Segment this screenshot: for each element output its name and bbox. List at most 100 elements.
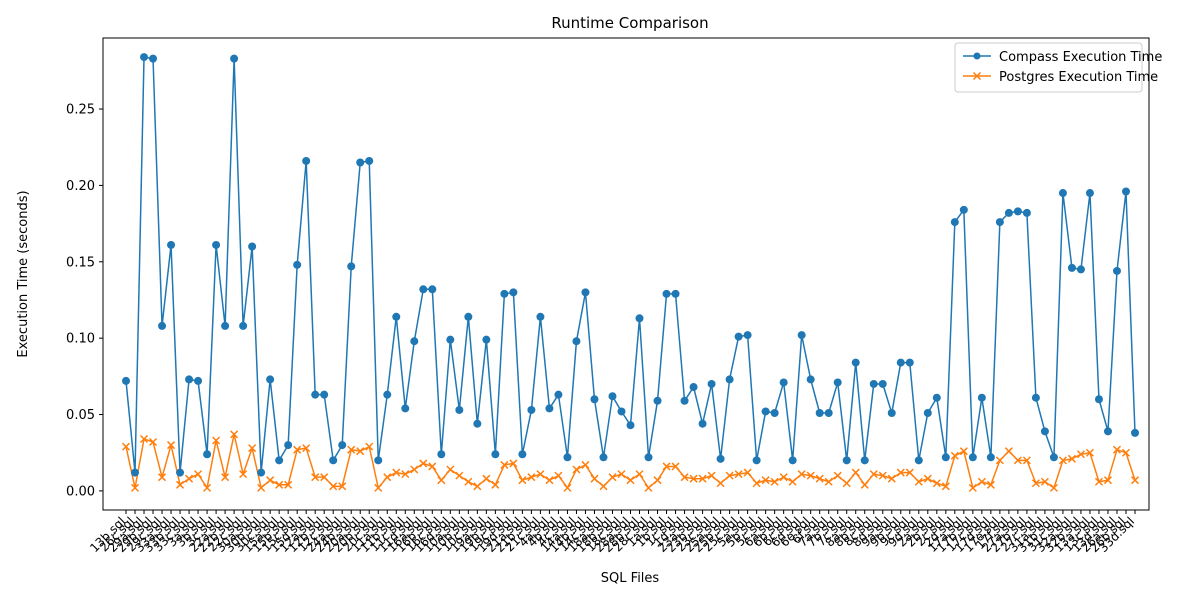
data-point-compass [860, 456, 869, 465]
data-point-postgres [608, 473, 617, 482]
data-point-postgres [887, 474, 896, 483]
data-point-compass [689, 383, 698, 392]
data-point-compass [725, 375, 734, 384]
data-point-postgres [428, 462, 437, 471]
data-point-compass [968, 453, 977, 462]
data-point-compass [356, 158, 365, 167]
data-point-postgres [986, 480, 995, 489]
legend-entry-compass: Compass Execution Time [963, 50, 1162, 65]
data-point-postgres [743, 468, 752, 477]
data-point-compass [320, 390, 329, 399]
data-point-compass [122, 376, 130, 385]
data-point-compass [590, 395, 599, 404]
data-point-compass [698, 419, 707, 428]
data-point-compass [1031, 393, 1040, 402]
data-point-postgres [509, 459, 518, 468]
data-point-compass [599, 453, 608, 462]
data-point-postgres [932, 479, 941, 488]
data-point-postgres [770, 477, 779, 486]
data-point-postgres [275, 480, 284, 489]
y-tick-label: 0.20 [66, 179, 95, 194]
data-point-postgres [698, 474, 707, 483]
data-point-compass [194, 376, 203, 385]
data-point-postgres [1013, 456, 1022, 465]
data-point-compass [239, 321, 248, 330]
data-point-postgres [1022, 456, 1031, 465]
data-point-postgres [121, 442, 131, 451]
data-point-postgres [734, 470, 743, 479]
y-tick-label: 0.25 [66, 103, 95, 118]
data-point-compass [734, 332, 743, 341]
data-point-postgres [491, 480, 500, 489]
data-point-compass [230, 54, 239, 63]
data-point-compass [950, 218, 959, 227]
data-point-compass [212, 240, 221, 249]
data-point-postgres [1103, 476, 1113, 485]
data-point-compass [1058, 189, 1067, 198]
data-point-compass [905, 358, 914, 367]
data-point-compass [770, 409, 779, 418]
data-point-postgres [797, 470, 806, 479]
data-point-postgres [833, 471, 842, 480]
data-point-compass [554, 390, 563, 399]
data-point-compass [779, 378, 788, 387]
data-point-compass [941, 453, 950, 462]
data-point-compass [1094, 395, 1103, 404]
data-point-compass [743, 331, 752, 340]
data-point-postgres [158, 473, 167, 482]
data-point-compass [626, 421, 635, 430]
data-point-postgres [536, 470, 545, 479]
data-point-postgres [653, 476, 662, 485]
chart-title: Runtime Comparison [551, 14, 708, 32]
data-point-compass [644, 453, 653, 462]
data-point-compass [707, 379, 716, 388]
data-point-postgres [995, 456, 1004, 465]
data-point-postgres [635, 470, 644, 479]
data-point-postgres [599, 482, 608, 491]
data-point-postgres [401, 470, 410, 479]
data-point-compass [338, 441, 347, 450]
data-point-postgres [779, 473, 788, 482]
data-point-compass [815, 409, 824, 418]
y-tick-label: 0.00 [66, 484, 95, 499]
data-point-postgres [527, 473, 536, 482]
data-point-compass [266, 375, 275, 384]
data-point-postgres [1067, 454, 1076, 463]
data-point-compass [851, 358, 860, 367]
data-point-compass [878, 379, 887, 388]
data-point-compass [869, 379, 878, 388]
data-point-compass [536, 312, 545, 321]
data-point-postgres [500, 460, 509, 469]
data-point-compass [662, 289, 671, 298]
data-point-postgres [194, 470, 203, 479]
data-point-postgres [383, 473, 392, 482]
data-point-postgres [590, 474, 599, 483]
data-point-compass [284, 441, 293, 450]
data-point-postgres [815, 474, 824, 483]
data-point-compass [176, 468, 185, 477]
data-point-compass [1112, 266, 1121, 275]
data-point-compass [1121, 187, 1130, 196]
data-point-compass [257, 468, 266, 477]
data-point-postgres [869, 470, 878, 479]
data-point-compass [383, 390, 392, 399]
data-point-compass [473, 419, 482, 428]
data-point-postgres [518, 476, 527, 485]
data-point-postgres [572, 465, 581, 474]
data-point-postgres [356, 447, 365, 456]
data-point-compass [617, 407, 626, 416]
data-point-compass [419, 285, 428, 294]
data-point-compass [788, 456, 797, 465]
x-axis-label: SQL Files [601, 571, 660, 586]
data-point-postgres [266, 476, 275, 485]
data-point-postgres [950, 451, 959, 460]
data-point-compass [1040, 427, 1049, 436]
data-point-compass [185, 375, 194, 384]
data-point-compass [896, 358, 905, 367]
legend-label-postgres: Postgres Execution Time [999, 70, 1158, 85]
data-point-compass [464, 312, 473, 321]
x-axis: 13b.sql26c.sql29a.sql29b.sql29c.sql33a.s… [87, 510, 1137, 555]
data-point-compass [581, 288, 590, 297]
data-point-postgres [914, 477, 923, 486]
